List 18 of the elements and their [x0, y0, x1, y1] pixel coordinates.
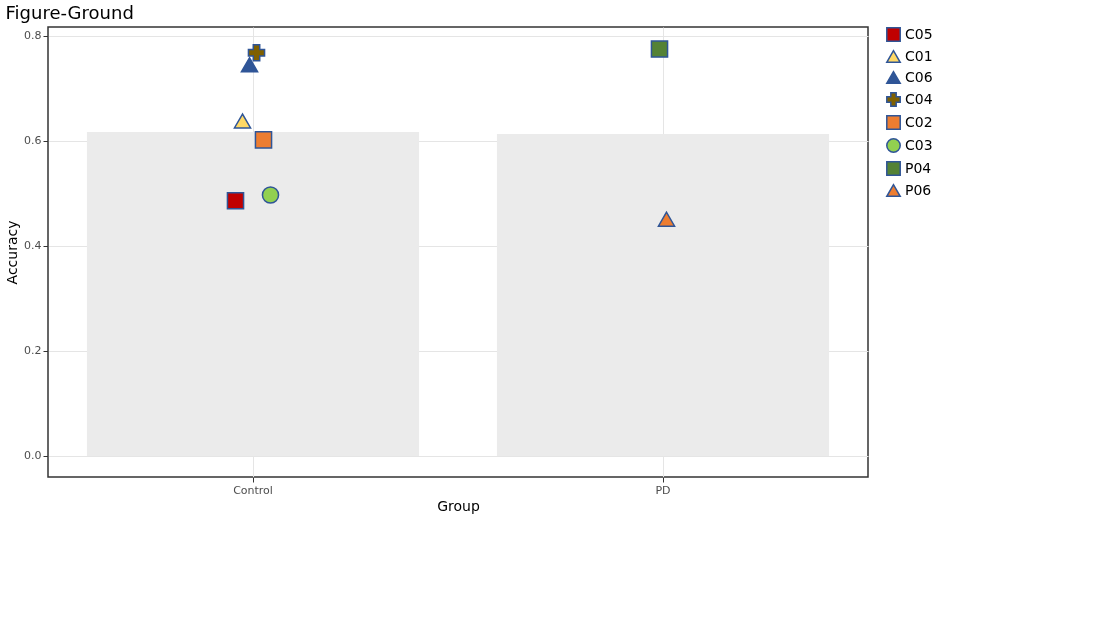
x-tick-label: Control: [233, 483, 273, 497]
legend-label: C06: [905, 68, 933, 85]
legend-label: C04: [905, 90, 933, 107]
chart-title: Figure-Ground: [5, 2, 134, 23]
y-axis-title: Accuracy: [4, 220, 21, 285]
legend-label: C01: [905, 47, 933, 64]
x-tick-label: PD: [655, 483, 671, 497]
legend-label: C02: [905, 113, 933, 130]
legend-label: C03: [905, 136, 933, 153]
x-axis-title: Group: [437, 497, 480, 514]
y-tick-label: 0.8: [24, 29, 42, 43]
y-tick-label: 0.2: [24, 344, 42, 358]
y-tick-label: 0.4: [24, 239, 42, 253]
y-tick-label: 0.6: [24, 134, 42, 148]
legend-label: C05: [905, 25, 933, 42]
legend-label: P04: [905, 159, 932, 176]
legend-label: P06: [905, 181, 932, 198]
y-tick-label: 0.0: [24, 449, 42, 463]
